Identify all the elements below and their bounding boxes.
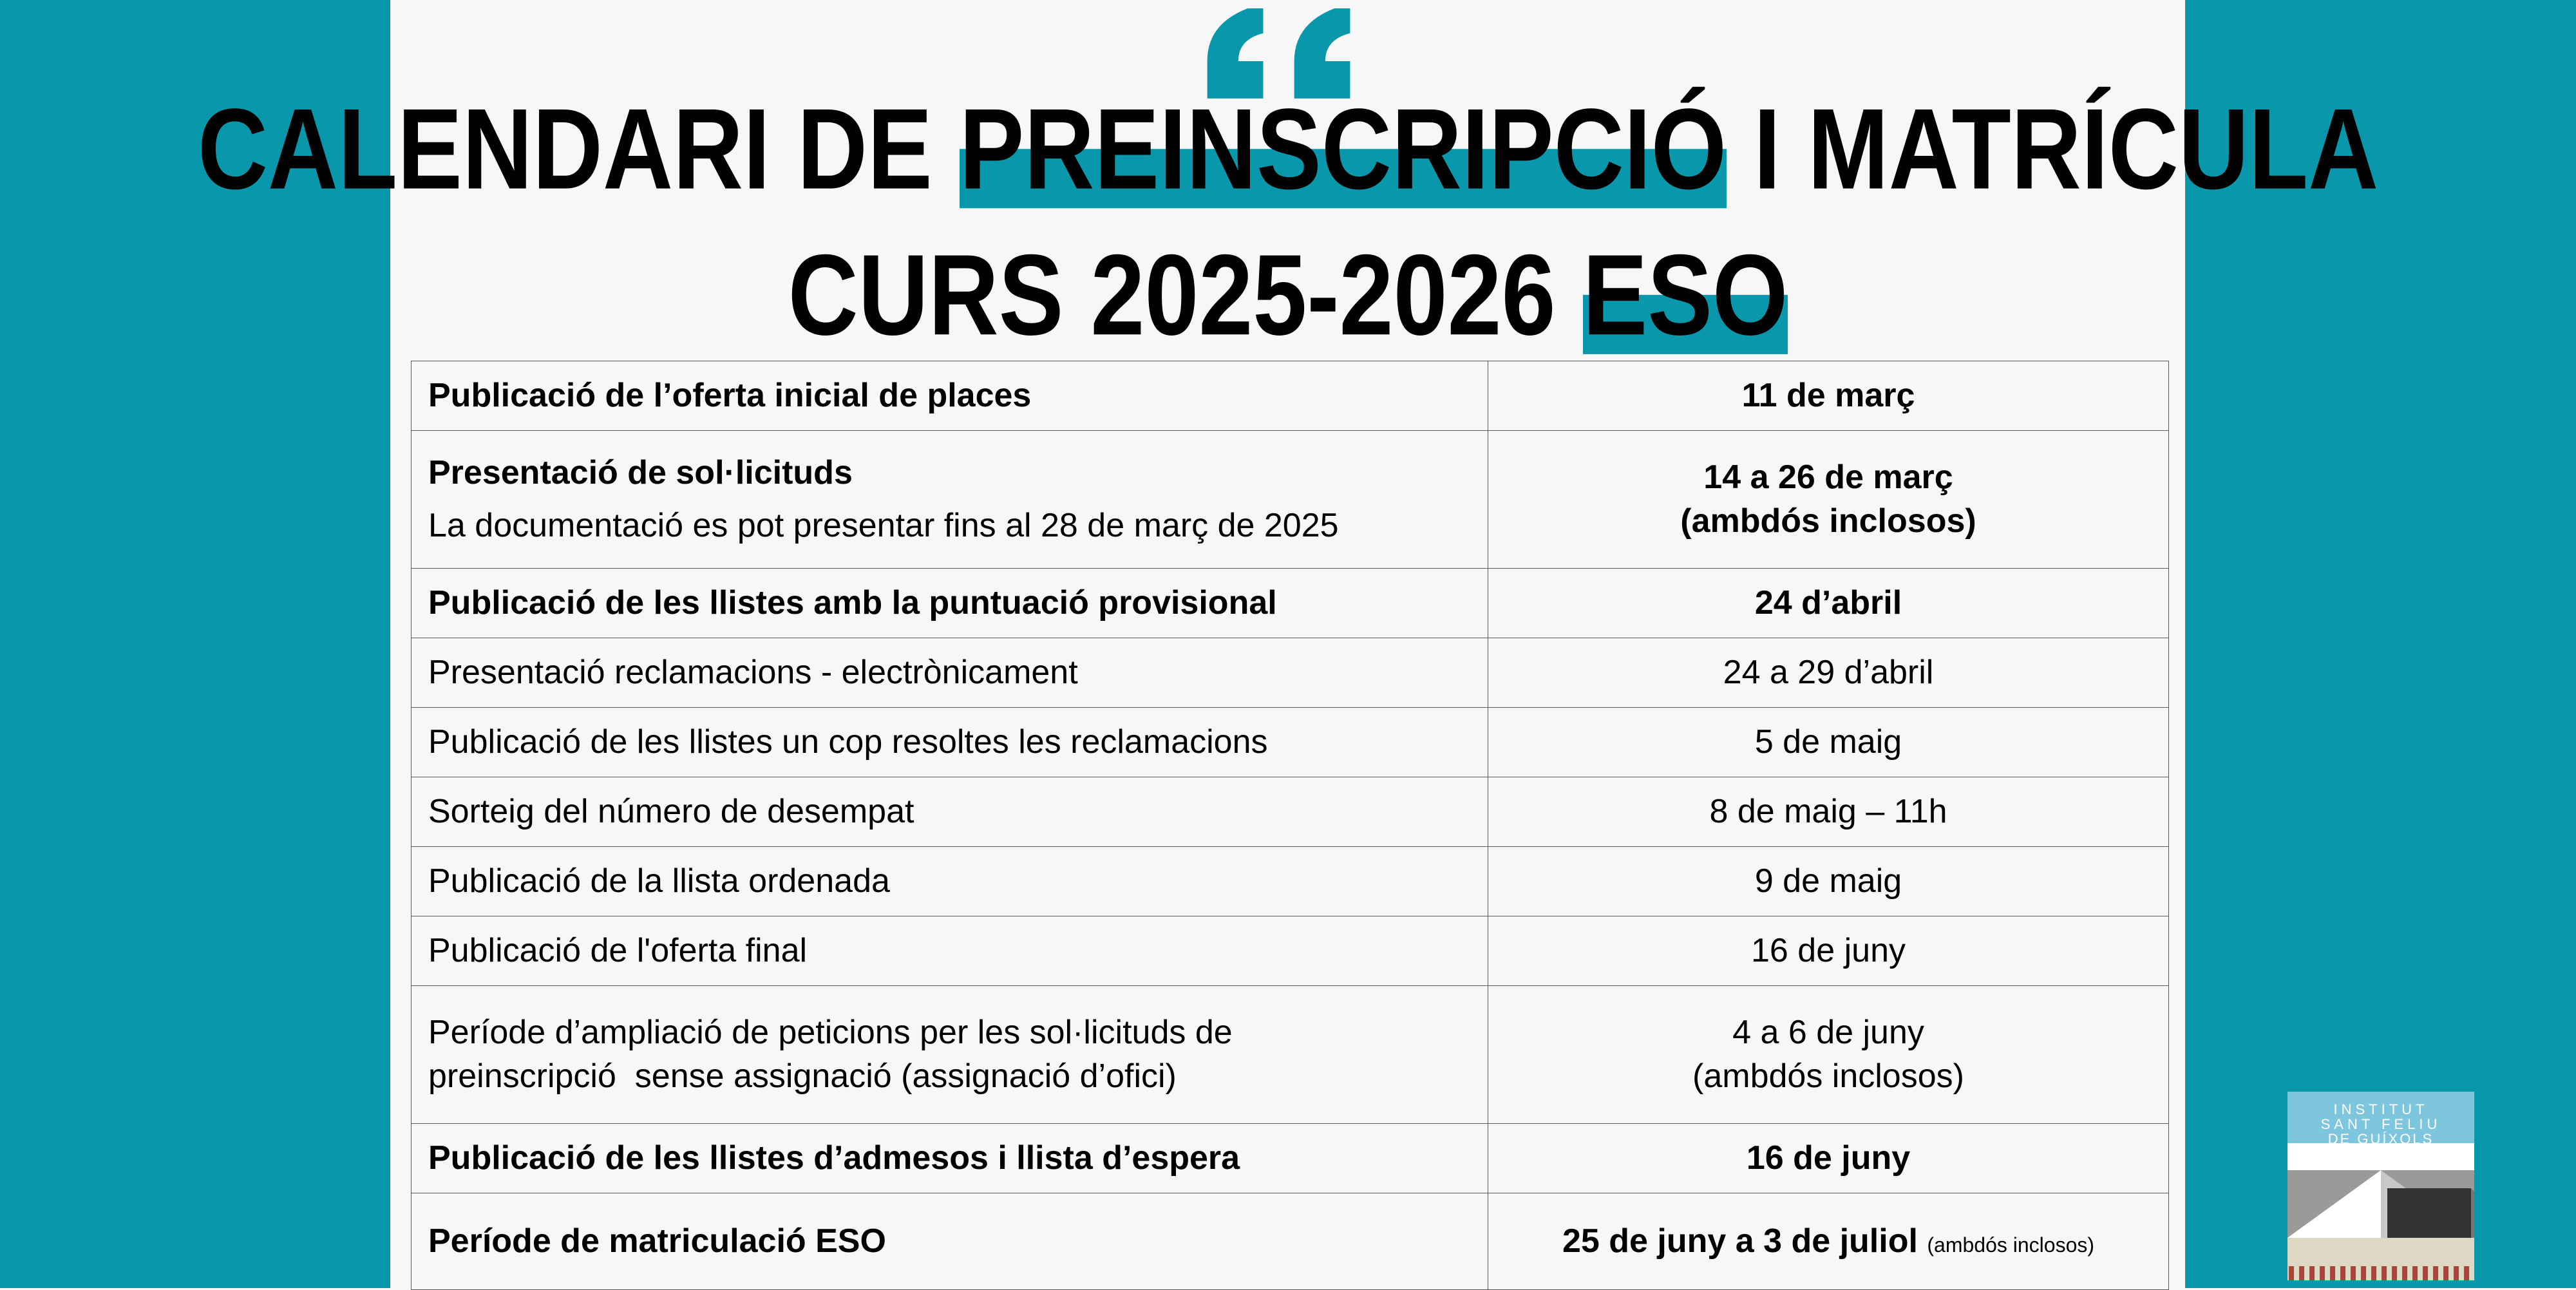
svg-text:SANT FELIU: SANT FELIU [2321,1116,2441,1132]
svg-text:INSTITUT: INSTITUT [2334,1101,2429,1117]
svg-text:DE GUÍXOLS: DE GUÍXOLS [2328,1131,2434,1147]
